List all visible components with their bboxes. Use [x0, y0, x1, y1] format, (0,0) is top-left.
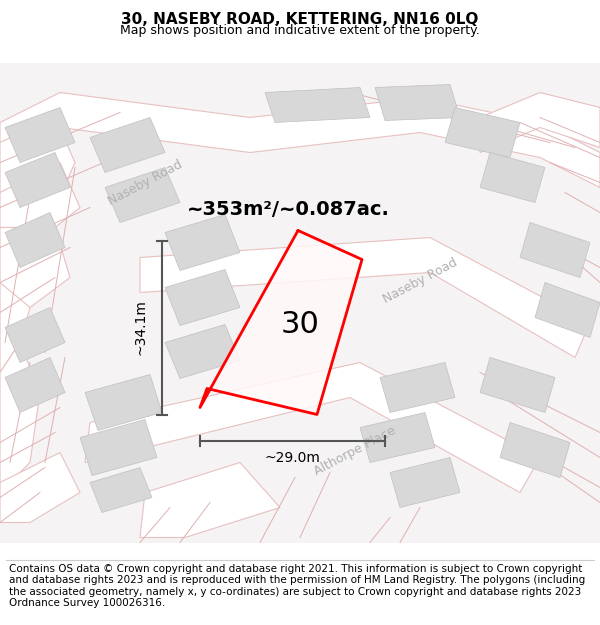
Polygon shape: [445, 107, 520, 158]
Text: 30, NASEBY ROAD, KETTERING, NN16 0LQ: 30, NASEBY ROAD, KETTERING, NN16 0LQ: [121, 12, 479, 27]
Text: ~34.1m: ~34.1m: [133, 299, 147, 356]
Text: ~353m²/~0.087ac.: ~353m²/~0.087ac.: [187, 200, 390, 219]
Polygon shape: [85, 374, 162, 431]
Polygon shape: [480, 152, 545, 202]
Polygon shape: [0, 118, 75, 372]
Polygon shape: [535, 282, 600, 338]
Polygon shape: [90, 468, 152, 512]
Polygon shape: [480, 92, 600, 152]
Polygon shape: [5, 213, 65, 268]
Polygon shape: [0, 162, 80, 228]
Polygon shape: [360, 412, 435, 462]
Polygon shape: [85, 362, 540, 493]
Polygon shape: [0, 342, 40, 492]
Text: ~29.0m: ~29.0m: [265, 451, 320, 466]
Polygon shape: [380, 362, 455, 413]
Polygon shape: [375, 84, 460, 121]
Polygon shape: [0, 92, 600, 188]
Polygon shape: [200, 231, 362, 414]
Polygon shape: [5, 152, 70, 208]
Polygon shape: [5, 308, 65, 362]
Polygon shape: [5, 357, 65, 412]
Polygon shape: [500, 422, 570, 478]
Text: Naseby Road: Naseby Road: [106, 158, 184, 208]
Polygon shape: [105, 168, 180, 222]
Polygon shape: [0, 228, 70, 308]
Polygon shape: [265, 88, 370, 122]
Polygon shape: [140, 462, 280, 538]
Polygon shape: [165, 324, 240, 379]
Polygon shape: [165, 269, 240, 326]
Text: Map shows position and indicative extent of the property.: Map shows position and indicative extent…: [120, 24, 480, 37]
Polygon shape: [5, 107, 75, 162]
Polygon shape: [0, 452, 80, 522]
Text: Althorpe Place: Althorpe Place: [312, 424, 398, 478]
Text: Contains OS data © Crown copyright and database right 2021. This information is : Contains OS data © Crown copyright and d…: [9, 564, 585, 608]
Text: Naseby Road: Naseby Road: [380, 256, 460, 306]
Polygon shape: [520, 222, 590, 278]
Polygon shape: [480, 357, 555, 412]
Polygon shape: [80, 419, 157, 476]
Polygon shape: [390, 458, 460, 508]
Text: 30: 30: [281, 310, 319, 339]
Polygon shape: [165, 214, 240, 271]
Polygon shape: [90, 118, 165, 172]
Polygon shape: [140, 238, 590, 358]
